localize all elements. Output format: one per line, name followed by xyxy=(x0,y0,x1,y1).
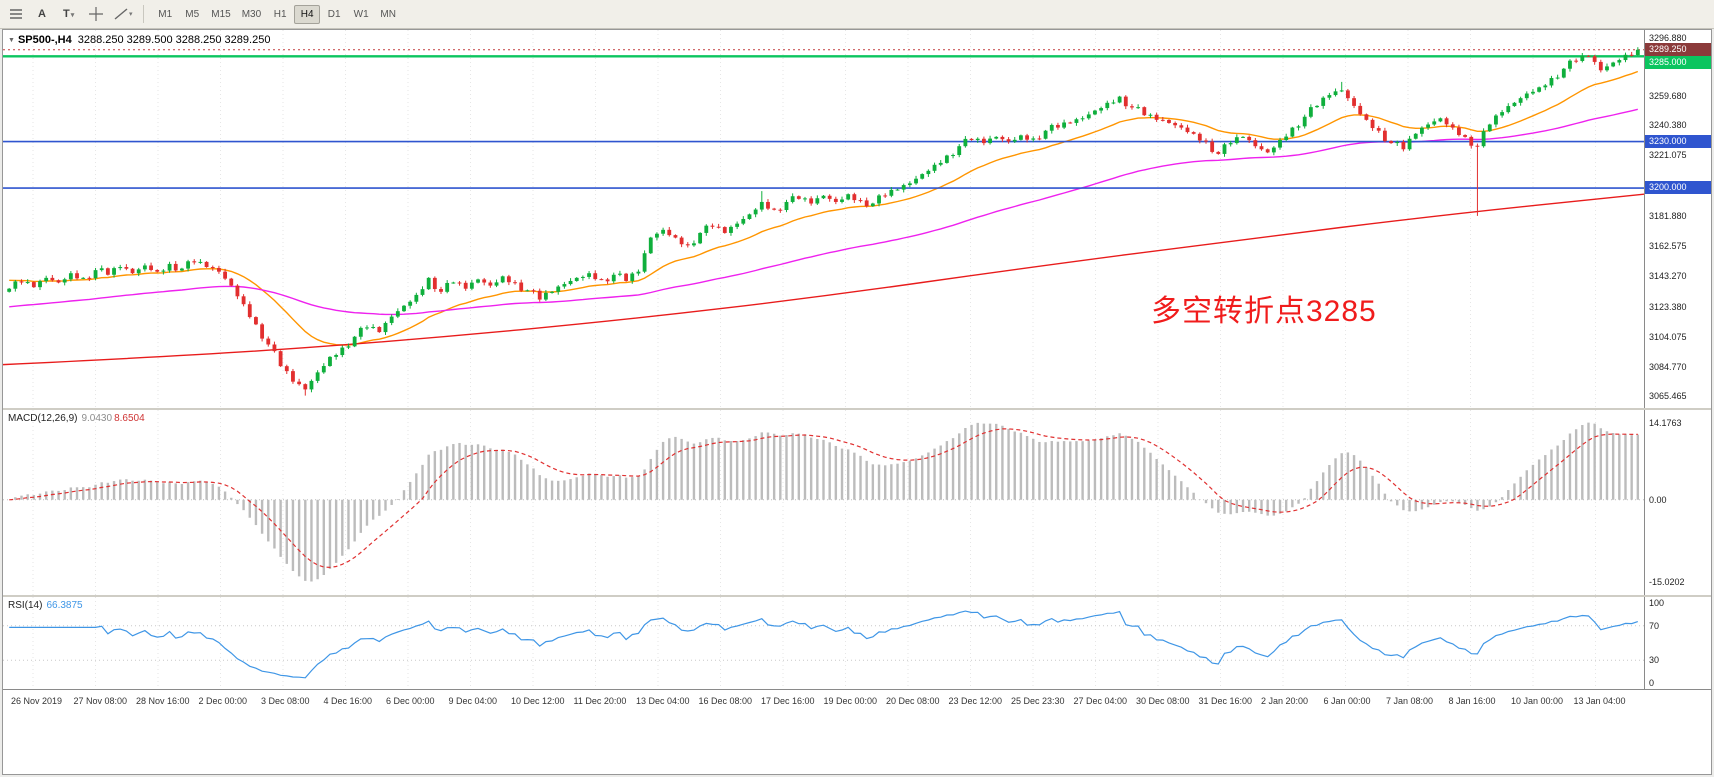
chart-window: ▼ SP500-,H4 3288.250 3289.500 3288.250 328… xyxy=(2,29,1712,775)
chevron-down-icon: ▾ xyxy=(70,12,75,19)
time-axis-label: 7 Jan 08:00 xyxy=(1386,696,1434,706)
collapse-caret-icon[interactable]: ▼ xyxy=(8,36,15,44)
time-axis-label: 20 Dec 08:00 xyxy=(886,696,940,706)
text-tool-button[interactable]: T▾ xyxy=(56,4,81,24)
price-axis-label: 3296.880 xyxy=(1649,32,1687,43)
timeframe-m5-button[interactable]: M5 xyxy=(179,5,205,24)
time-axis-label: 8 Jan 16:00 xyxy=(1448,696,1496,706)
time-axis-label: 30 Dec 08:00 xyxy=(1136,696,1190,706)
time-axis-label: 13 Dec 04:00 xyxy=(636,696,690,706)
time-axis-label: 16 Dec 08:00 xyxy=(698,696,753,706)
price-axis-label: 3065.465 xyxy=(1649,391,1687,402)
timeframe-m30-button[interactable]: M30 xyxy=(237,5,266,24)
rsi-name: RSI(14) xyxy=(8,600,43,611)
macd-signal-value: 8.6504 xyxy=(114,413,145,424)
symbol-label: SP500-,H4 xyxy=(17,34,72,46)
price-axis-label: 3162.575 xyxy=(1649,240,1687,251)
timeframe-m15-button[interactable]: M15 xyxy=(206,5,235,24)
chart-annotation: 多空转折点3285 xyxy=(1151,295,1377,328)
price-axis-label: 3181.880 xyxy=(1649,211,1687,222)
candlestick-chart xyxy=(3,30,1644,408)
time-axis[interactable]: 26 Nov 2019 27 Nov 08:00 28 Nov 16:00 2 Dec… xyxy=(3,689,1711,714)
time-axis-label: 3 Dec 08:00 xyxy=(261,696,310,706)
rsi-indicator-label: RSI(14) 66.3875 xyxy=(8,600,83,611)
rsi-axis-label: 30 xyxy=(1649,655,1660,666)
timeframe-h4-button[interactable]: H4 xyxy=(294,4,321,24)
time-axis-label: 2 Dec 00:00 xyxy=(198,696,248,706)
macd-name: MACD(12,26,9) xyxy=(8,413,78,424)
menu-icon[interactable] xyxy=(4,3,28,25)
time-axis-label: 11 Dec 20:00 xyxy=(573,696,627,706)
macd-panel[interactable]: MACD(12,26,9) 9.0430 8.6504 14.1763 0.00 -15… xyxy=(3,410,1711,595)
time-axis-label: 4 Dec 16:00 xyxy=(323,696,373,706)
price-badge: 3289.250 xyxy=(1645,42,1711,56)
rsi-chart xyxy=(3,597,1644,689)
time-axis-label: 17 Dec 16:00 xyxy=(761,696,815,706)
timeframe-mn-button[interactable]: MN xyxy=(375,5,401,24)
time-axis-label: 6 Jan 00:00 xyxy=(1323,696,1371,706)
panel-splitter[interactable] xyxy=(3,408,1711,410)
timeframe-buttons: M1 M5 M15 M30 H1 H4 D1 W1 MN xyxy=(152,4,401,24)
time-axis-label: 27 Dec 04:00 xyxy=(1073,696,1128,706)
macd-axis[interactable]: 14.1763 0.00 -15.0202 xyxy=(1644,410,1711,595)
time-axis-label: 9 Dec 04:00 xyxy=(448,696,498,706)
time-axis-label: 28 Nov 16:00 xyxy=(136,696,190,706)
price-axis-label: 3143.270 xyxy=(1649,270,1687,281)
timeframe-w1-button[interactable]: W1 xyxy=(348,5,374,24)
timeframe-h1-button[interactable]: H1 xyxy=(267,5,293,24)
price-panel[interactable]: ▼ SP500-,H4 3288.250 3289.500 3288.250 328… xyxy=(3,30,1711,408)
rsi-panel[interactable]: RSI(14) 66.3875 100 70 30 0 xyxy=(3,597,1711,689)
time-axis-label: 23 Dec 12:00 xyxy=(948,696,1003,706)
annotate-a-button[interactable]: A xyxy=(31,4,53,24)
chevron-down-icon: ▾ xyxy=(128,11,133,18)
macd-chart xyxy=(3,410,1644,595)
price-axis-label: 3123.380 xyxy=(1649,301,1687,312)
time-axis-label: 6 Dec 00:00 xyxy=(386,696,435,706)
price-axis[interactable]: 3296.8803279.5753259.6803240.3803221.075… xyxy=(1644,30,1711,408)
macd-axis-label: 0.00 xyxy=(1649,494,1667,505)
time-axis-label: 2 Jan 20:00 xyxy=(1261,696,1309,706)
timeframe-d1-button[interactable]: D1 xyxy=(321,5,347,24)
macd-axis-label: -15.0202 xyxy=(1649,576,1685,587)
symbol-ohlc-header[interactable]: ▼ SP500-,H4 3288.250 3289.500 3288.250 328… xyxy=(8,34,270,46)
time-axis-label: 19 Dec 00:00 xyxy=(823,696,878,706)
time-axis-label: 26 Nov 2019 xyxy=(11,696,63,706)
price-axis-label: 3084.770 xyxy=(1649,361,1687,372)
time-axis-label: 10 Dec 12:00 xyxy=(511,696,565,706)
rsi-axis-label: 70 xyxy=(1649,620,1660,631)
rsi-axis[interactable]: 100 70 30 0 xyxy=(1644,597,1711,689)
toolbar-separator xyxy=(143,5,145,23)
ohlc-values: 3288.250 3289.500 3288.250 3289.250 xyxy=(77,34,271,46)
price-axis-label: 3240.380 xyxy=(1649,120,1687,131)
time-axis-label: 27 Nov 08:00 xyxy=(73,696,128,706)
trendline-icon[interactable]: ▾ xyxy=(111,3,135,25)
timeframe-m1-button[interactable]: M1 xyxy=(152,5,178,24)
toolbar: A T▾ ▾ M1 M5 M15 M30 H1 H4 D1 W1 MN xyxy=(0,0,1714,29)
macd-main-value: 9.0430 xyxy=(81,413,113,424)
price-axis-label: 3259.680 xyxy=(1649,90,1687,101)
time-axis-label: 25 Dec 23:30 xyxy=(1011,696,1065,706)
rsi-value: 66.3875 xyxy=(46,600,83,611)
price-badge: 3200.000 xyxy=(1645,181,1711,195)
price-axis-label: 3221.075 xyxy=(1649,150,1687,161)
rsi-axis-label: 100 xyxy=(1649,598,1665,608)
price-badge: 3230.000 xyxy=(1645,134,1711,148)
panel-splitter[interactable] xyxy=(3,595,1711,597)
macd-indicator-label: MACD(12,26,9) 9.0430 8.6504 xyxy=(8,413,145,424)
price-badge: 3285.000 xyxy=(1645,55,1711,69)
rsi-axis-label: 0 xyxy=(1649,678,1655,688)
time-axis-label: 13 Jan 04:00 xyxy=(1573,696,1626,706)
time-axis-label: 31 Dec 16:00 xyxy=(1198,696,1253,706)
price-axis-label: 3104.075 xyxy=(1649,331,1687,342)
crosshair-icon[interactable] xyxy=(84,3,108,25)
macd-axis-label: 14.1763 xyxy=(1649,417,1682,428)
time-axis-label: 10 Jan 00:00 xyxy=(1511,696,1564,706)
